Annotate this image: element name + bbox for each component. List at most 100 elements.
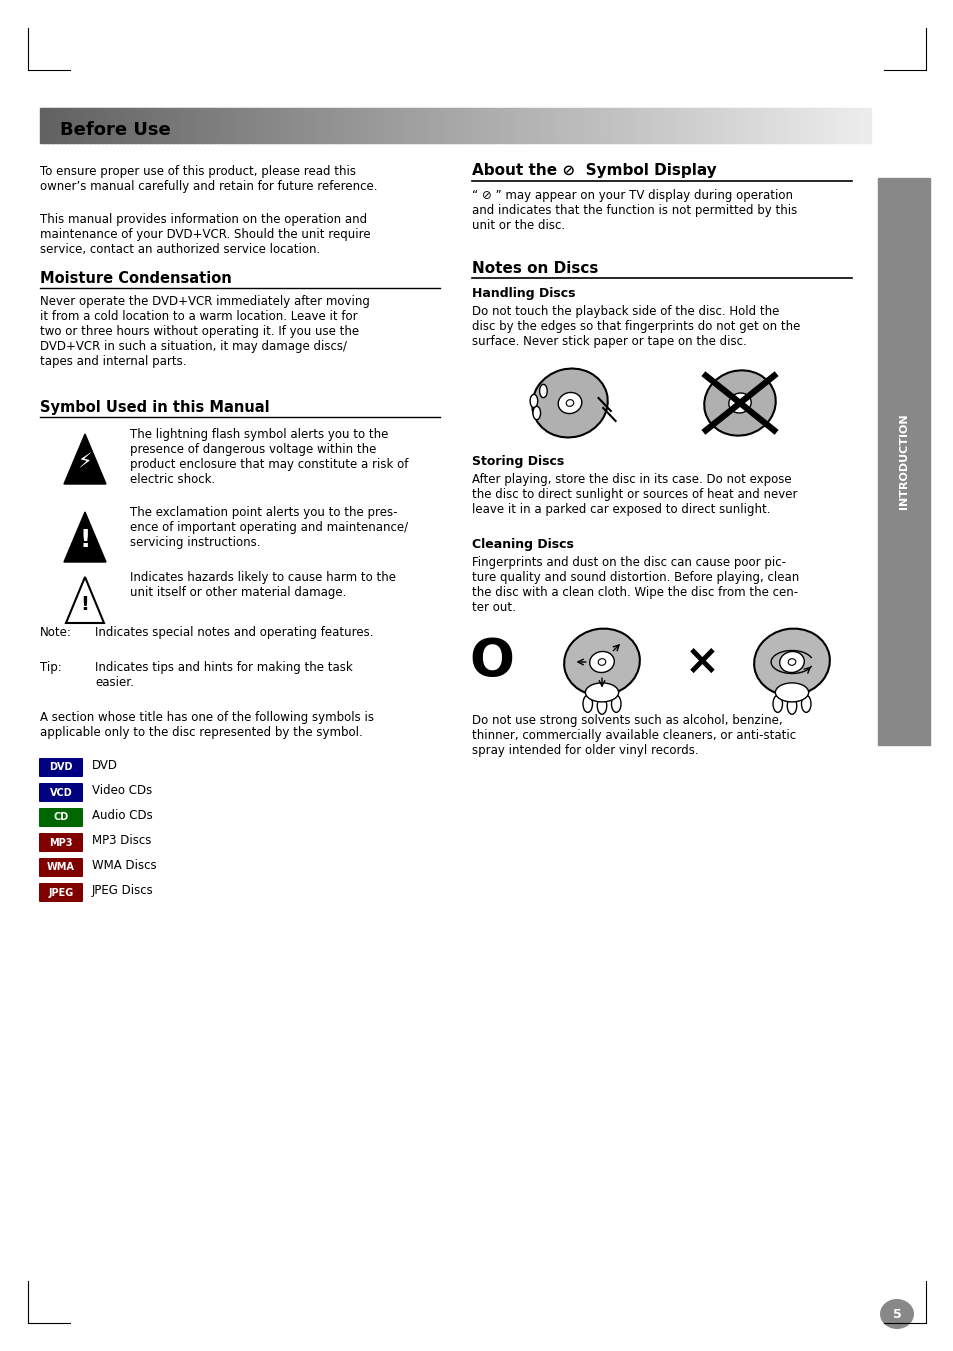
- Bar: [658, 108, 662, 143]
- Bar: [620, 108, 625, 143]
- Bar: [405, 108, 410, 143]
- Bar: [562, 108, 567, 143]
- Text: WMA Discs: WMA Discs: [91, 859, 156, 871]
- Bar: [355, 108, 360, 143]
- Bar: [645, 108, 650, 143]
- Bar: [608, 108, 613, 143]
- Bar: [463, 108, 468, 143]
- Bar: [479, 108, 484, 143]
- Bar: [430, 108, 435, 143]
- Bar: [210, 108, 215, 143]
- Text: The exclamation point alerts you to the pres-
ence of important operating and ma: The exclamation point alerts you to the …: [130, 507, 408, 549]
- Bar: [81, 108, 87, 143]
- Bar: [682, 108, 688, 143]
- Bar: [123, 108, 128, 143]
- Ellipse shape: [533, 407, 540, 420]
- Bar: [111, 108, 115, 143]
- Bar: [372, 108, 376, 143]
- Bar: [724, 108, 729, 143]
- Bar: [264, 108, 269, 143]
- Bar: [268, 108, 274, 143]
- Bar: [757, 108, 762, 143]
- Bar: [335, 108, 339, 143]
- Bar: [330, 108, 335, 143]
- Text: Note:: Note:: [40, 626, 71, 639]
- Text: MP3 Discs: MP3 Discs: [91, 834, 152, 847]
- Bar: [409, 108, 414, 143]
- Bar: [546, 108, 551, 143]
- Bar: [795, 108, 800, 143]
- Ellipse shape: [611, 696, 620, 712]
- Ellipse shape: [753, 628, 829, 696]
- Ellipse shape: [787, 659, 795, 665]
- Bar: [56, 108, 62, 143]
- Bar: [624, 108, 630, 143]
- Ellipse shape: [530, 394, 537, 408]
- Bar: [778, 108, 783, 143]
- Text: CD: CD: [53, 812, 69, 823]
- Bar: [604, 108, 609, 143]
- Bar: [670, 108, 676, 143]
- FancyBboxPatch shape: [39, 784, 83, 802]
- Bar: [255, 108, 261, 143]
- Bar: [513, 108, 517, 143]
- Bar: [471, 108, 476, 143]
- Bar: [214, 108, 219, 143]
- Text: Symbol Used in this Manual: Symbol Used in this Manual: [40, 400, 270, 415]
- Text: !: !: [80, 594, 90, 613]
- Bar: [517, 108, 522, 143]
- Bar: [52, 108, 57, 143]
- Bar: [529, 108, 535, 143]
- Text: Before Use: Before Use: [60, 122, 171, 139]
- Text: Handling Discs: Handling Discs: [472, 286, 575, 300]
- Bar: [488, 108, 493, 143]
- Bar: [732, 108, 738, 143]
- Text: DVD: DVD: [91, 759, 118, 771]
- Bar: [844, 108, 849, 143]
- Text: Notes on Discs: Notes on Discs: [472, 261, 598, 276]
- Text: 5: 5: [892, 1308, 901, 1320]
- Text: INTRODUCTION: INTRODUCTION: [898, 413, 908, 509]
- Bar: [599, 108, 605, 143]
- Bar: [247, 108, 253, 143]
- Bar: [280, 108, 286, 143]
- Bar: [674, 108, 679, 143]
- Bar: [338, 108, 344, 143]
- Bar: [202, 108, 207, 143]
- Text: Indicates special notes and operating features.: Indicates special notes and operating fe…: [95, 626, 374, 639]
- Bar: [861, 108, 866, 143]
- Bar: [289, 108, 294, 143]
- Bar: [363, 108, 369, 143]
- Bar: [425, 108, 431, 143]
- Bar: [368, 108, 373, 143]
- Text: VCD: VCD: [50, 788, 72, 797]
- Bar: [587, 108, 593, 143]
- Bar: [554, 108, 559, 143]
- Ellipse shape: [728, 393, 750, 413]
- Text: Indicates hazards likely to cause harm to the
unit itself or other material dama: Indicates hazards likely to cause harm t…: [130, 571, 395, 598]
- Bar: [571, 108, 576, 143]
- Ellipse shape: [598, 659, 605, 665]
- Text: To ensure proper use of this product, please read this
owner’s manual carefully : To ensure proper use of this product, pl…: [40, 165, 377, 193]
- Bar: [811, 108, 816, 143]
- Text: Do not touch the playback side of the disc. Hold the
disc by the edges so that f: Do not touch the playback side of the di…: [472, 305, 800, 349]
- Bar: [807, 108, 812, 143]
- Bar: [93, 108, 99, 143]
- Bar: [434, 108, 439, 143]
- Text: !: !: [79, 528, 91, 553]
- Bar: [458, 108, 464, 143]
- Bar: [305, 108, 311, 143]
- Text: The lightning flash symbol alerts you to the
presence of dangerous voltage withi: The lightning flash symbol alerts you to…: [130, 428, 408, 486]
- Bar: [550, 108, 555, 143]
- Ellipse shape: [772, 696, 781, 712]
- Bar: [107, 108, 112, 143]
- Bar: [90, 108, 95, 143]
- Bar: [102, 108, 108, 143]
- Bar: [442, 108, 447, 143]
- Bar: [206, 108, 211, 143]
- Bar: [169, 108, 173, 143]
- Text: JPEG Discs: JPEG Discs: [91, 884, 153, 897]
- Bar: [455, 108, 459, 143]
- Bar: [347, 108, 352, 143]
- Bar: [119, 108, 124, 143]
